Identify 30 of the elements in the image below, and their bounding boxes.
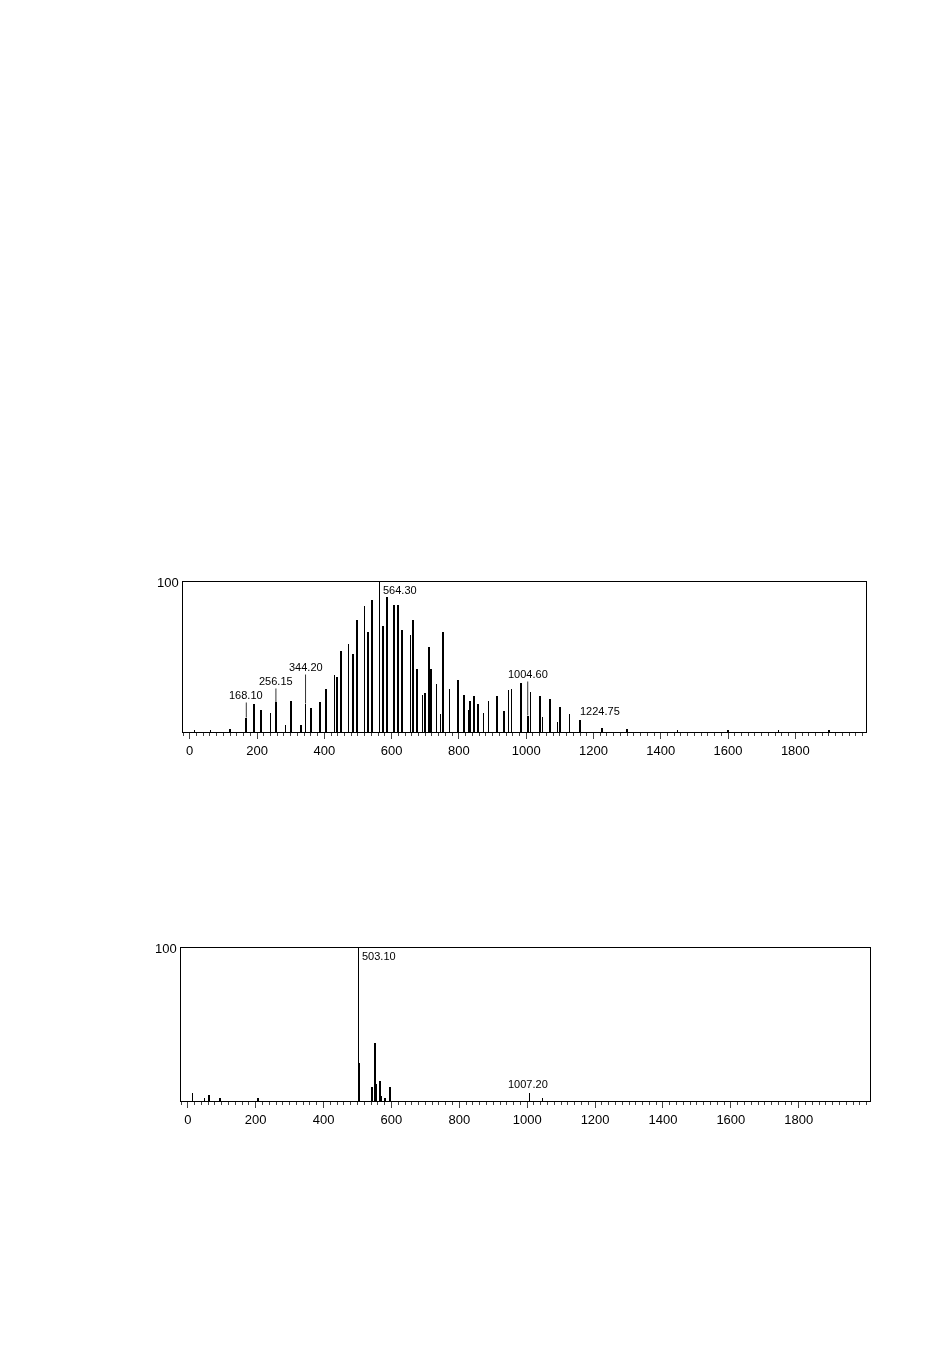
x-tick-label: 1400 <box>648 1111 678 1127</box>
x-tick-label: 200 <box>244 1111 267 1127</box>
x-tick-label: 200 <box>246 742 268 758</box>
x-tick-label: 1600 <box>713 742 743 758</box>
text: 100 <box>157 575 179 590</box>
x-tick-label: 1800 <box>784 1111 814 1127</box>
annotation: 256.15 <box>259 675 293 687</box>
annotation: 168.10 <box>229 689 263 701</box>
text: 100 <box>155 941 177 956</box>
annotation: 503.10 <box>362 950 396 962</box>
x-tick-label: 0 <box>186 742 194 758</box>
x-tick-label: 600 <box>380 742 403 758</box>
annotation: 1007.20 <box>508 1078 548 1090</box>
x-tick-label: 1400 <box>646 742 676 758</box>
x-tick-label: 1600 <box>716 1111 746 1127</box>
annotation: 344.20 <box>289 661 323 673</box>
x-tick-label: 1000 <box>511 742 541 758</box>
annotation: 1224.75 <box>580 705 620 717</box>
x-tick-label: 1200 <box>580 1111 610 1127</box>
x-tick-label: 600 <box>380 1111 403 1127</box>
x-tick-label: 1000 <box>512 1111 542 1127</box>
x-tick-label: 400 <box>313 742 336 758</box>
x-tick-label: 400 <box>312 1111 335 1127</box>
x-tick-label: 800 <box>448 1111 471 1127</box>
annotation: 564.30 <box>383 584 417 596</box>
x-tick-label: 0 <box>184 1111 192 1127</box>
x-tick-label: 1200 <box>579 742 608 758</box>
x-tick-label: 1800 <box>780 742 810 758</box>
x-tick-label: 800 <box>448 742 470 758</box>
annotation: 1004.60 <box>508 668 548 680</box>
